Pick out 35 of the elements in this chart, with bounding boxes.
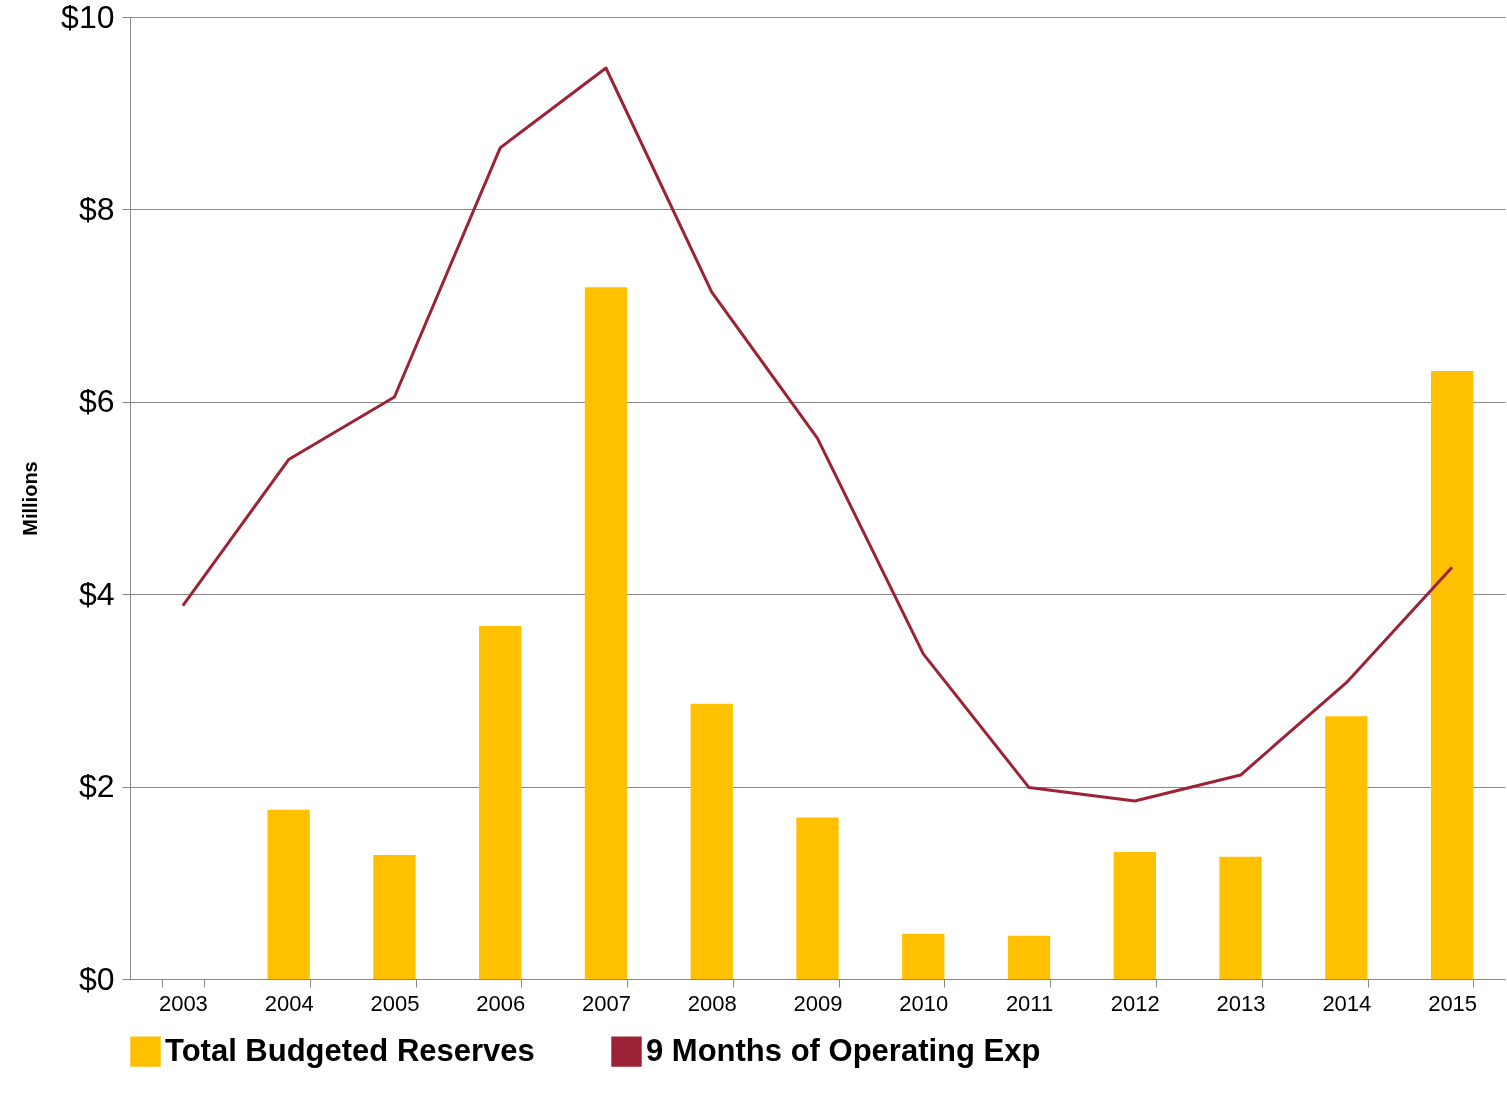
x-tick-label: 2006 bbox=[476, 990, 526, 1016]
legend-label: Total Budgeted Reserves bbox=[165, 1032, 535, 1068]
y-tick-label: $8 bbox=[78, 190, 115, 227]
legend-label: 9 Months of Operating Exp bbox=[646, 1032, 1041, 1068]
bar bbox=[690, 703, 733, 979]
x-tick-label: 2010 bbox=[899, 990, 949, 1016]
bar bbox=[267, 809, 310, 979]
x-tick-label: 2005 bbox=[370, 990, 420, 1016]
y-tick-label: $6 bbox=[78, 383, 115, 420]
x-tick-label: 2011 bbox=[1005, 990, 1054, 1016]
y-tick-label: $10 bbox=[61, 0, 115, 35]
bar bbox=[1113, 852, 1156, 979]
bar bbox=[1219, 856, 1262, 979]
line-series bbox=[181, 66, 1454, 803]
bar bbox=[1430, 371, 1474, 979]
x-tick-label: 2004 bbox=[264, 990, 314, 1016]
x-tick-label: 2008 bbox=[687, 990, 737, 1016]
x-tick-label: 2013 bbox=[1216, 990, 1266, 1016]
bar bbox=[902, 933, 945, 979]
bar bbox=[796, 817, 839, 979]
x-tick-label: 2012 bbox=[1110, 990, 1160, 1016]
y-tick-label: $0 bbox=[78, 960, 115, 997]
x-tick-label: 2014 bbox=[1322, 990, 1372, 1016]
bar bbox=[373, 854, 416, 979]
x-tick-label: 2009 bbox=[793, 990, 843, 1016]
y-axis-title: Millions bbox=[19, 461, 42, 536]
x-tick-label: 2007 bbox=[581, 990, 631, 1016]
x-tick-label: 2015 bbox=[1428, 990, 1478, 1016]
bar bbox=[1007, 935, 1051, 979]
bar bbox=[584, 287, 628, 979]
bar bbox=[479, 625, 522, 979]
x-tick-label: 2003 bbox=[158, 990, 208, 1016]
y-tick-label: $4 bbox=[78, 575, 115, 612]
y-tick-label: $2 bbox=[78, 768, 115, 805]
bar bbox=[1325, 716, 1368, 979]
